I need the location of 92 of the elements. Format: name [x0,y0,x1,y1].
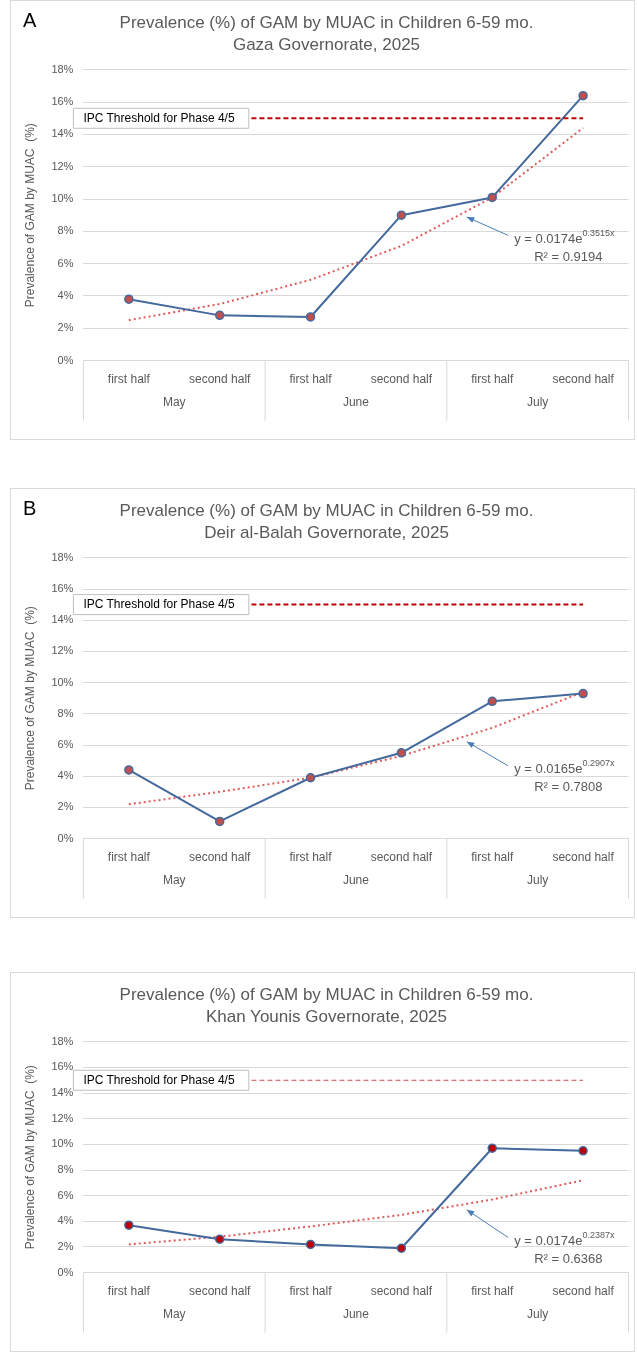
text: May [162,1306,186,1321]
annotation: R² = 0.6368 [534,1251,603,1267]
ref-line-label: IPC Threshold for Phase 4/5 [83,596,235,611]
point [578,688,588,699]
x-tick-label: first half [107,850,151,865]
point [124,1220,134,1230]
x-tick-label: second half [188,1284,252,1299]
x-tick-label: first half [471,1284,514,1299]
point [214,1234,225,1245]
y-tick-label: 2% [57,800,74,813]
y-tick-label: 8% [57,224,74,237]
x-tick-label: second half [370,1284,433,1299]
text: July [526,1306,549,1321]
y-tick-label: 0% [57,353,74,366]
x-tick-label: second half [552,850,615,865]
y-tick-label: 16% [51,95,74,108]
y-tick-label: 10% [51,1137,74,1150]
x-tick-label: first half [471,850,514,865]
y-tick-label: 14% [51,127,74,140]
point [487,1143,497,1153]
text: June [342,1306,370,1321]
point [124,765,134,775]
text: June [342,394,370,409]
y-tick-label: 0% [57,831,74,844]
x-tick-label: second half [370,850,433,865]
point [578,90,588,101]
x-tick-label: second half [370,372,433,387]
y-tick-label: 16% [51,1060,74,1073]
y-tick-label: 2% [57,1239,74,1252]
x-tick-label: first half [107,372,151,387]
point [396,1243,407,1253]
y-axis-title: Prevalence of GAM by MUAC (%) [22,606,37,791]
y-tick-label: 10% [51,675,74,688]
text: May [162,872,186,887]
ref-line-label: IPC Threshold for Phase 4/5 [83,1072,235,1087]
point [578,1146,588,1156]
annotation: R² = 0.7808 [534,779,603,795]
x-tick-label: first half [289,372,333,387]
x-tick-label: second half [188,850,252,865]
chart-subtitle: Gaza Governorate, 2025 [232,35,421,55]
chart-subtitle: Khan Younis Governorate, 2025 [205,1007,448,1027]
text: A [23,8,37,31]
point [396,210,407,220]
y-tick-label: 2% [57,321,74,334]
y-tick-label: 4% [57,769,74,782]
point [214,816,225,827]
y-tick-label: 18% [51,1034,74,1047]
chart-title: Prevalence (%) of GAM by MUAC in Children 6-59 mo. [119,500,534,520]
annotation: R² = 0.9194 [534,249,603,265]
point [305,773,316,783]
text: B [23,496,37,519]
y-tick-label: 6% [57,738,74,751]
y-tick-label: 14% [51,613,74,626]
x-tick-label: first half [289,850,333,865]
point [124,294,134,304]
y-tick-label: 10% [51,192,74,205]
x-tick-label: second half [188,372,252,387]
text: June [342,872,370,887]
chart-title: Prevalence (%) of GAM by MUAC in Children 6-59 mo. [119,12,534,32]
y-tick-label: 18% [51,62,74,75]
y-tick-label: 16% [51,582,74,595]
point [214,310,225,321]
y-tick-label: 12% [51,644,74,657]
y-tick-label: 0% [57,1265,74,1278]
x-tick-label: first half [471,372,514,387]
point [305,312,316,322]
chart-subtitle: Deir al-Balah Governorate, 2025 [204,523,449,543]
y-axis-title: Prevalence of GAM by MUAC (%) [22,1065,37,1250]
y-tick-label: 12% [51,1111,74,1124]
y-axis-title: Prevalence of GAM by MUAC (%) [22,123,37,308]
y-tick-label: 4% [57,289,74,302]
x-tick-label: first half [107,1284,151,1299]
y-tick-label: 12% [51,159,74,172]
text: July [526,394,549,409]
point [487,192,497,203]
x-tick-label: second half [552,372,615,387]
y-tick-label: 6% [57,1188,74,1201]
point [305,1239,316,1250]
chart-title: Prevalence (%) of GAM by MUAC in Children 6-59 mo. [119,984,534,1004]
x-tick-label: second half [552,1284,615,1299]
y-tick-label: 6% [57,256,74,269]
y-tick-label: 8% [57,1163,74,1176]
y-tick-label: 4% [57,1214,74,1227]
point [487,696,497,707]
text: July [526,872,549,887]
x-tick-label: first half [289,1284,333,1299]
ref-line-label: IPC Threshold for Phase 4/5 [83,110,235,125]
point [396,748,407,758]
y-tick-label: 14% [51,1086,74,1099]
text: May [162,394,186,409]
y-tick-label: 18% [51,550,74,563]
y-tick-label: 8% [57,706,74,719]
